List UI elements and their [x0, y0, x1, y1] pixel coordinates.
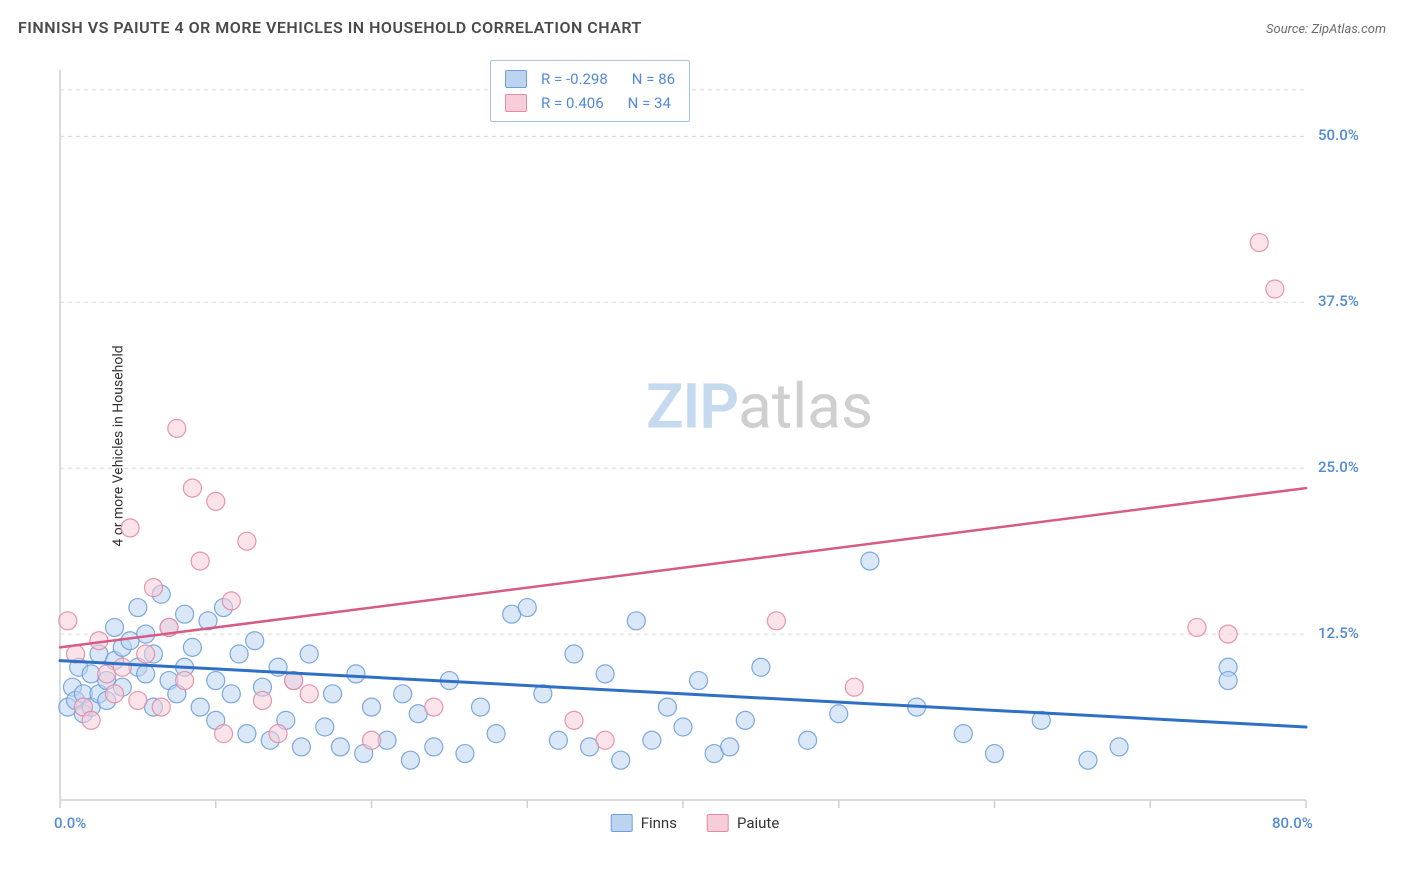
y-tick-label: 25.0% [1318, 458, 1359, 476]
x-tick-label: 80.0% [1272, 814, 1313, 832]
swatch-icon [505, 70, 527, 88]
chart-area: ZIPatlas R = -0.298 N = 86 R = 0.406 N =… [50, 60, 1340, 830]
legend-label: Finns [641, 814, 677, 832]
r-label: R [541, 94, 550, 112]
chart-title: FINNISH VS PAIUTE 4 OR MORE VEHICLES IN … [18, 18, 642, 37]
source-name: ZipAtlas.com [1311, 22, 1386, 37]
legend-label: Paiute [737, 814, 779, 832]
swatch-icon [707, 814, 729, 832]
n-label: N [632, 70, 643, 88]
legend-item: Paiute [707, 814, 779, 832]
r-label: R [541, 70, 550, 88]
legend-item: Finns [611, 814, 677, 832]
source-prefix: Source: [1266, 22, 1308, 37]
n-label: N [628, 94, 639, 112]
y-tick-label: 50.0% [1318, 126, 1359, 144]
legend-row: R = -0.298 N = 86 [505, 67, 675, 91]
r-value: 0.406 [566, 94, 604, 112]
n-value: 86 [658, 70, 675, 88]
y-tick-label: 37.5% [1318, 292, 1359, 310]
swatch-icon [611, 814, 633, 832]
r-value: -0.298 [566, 70, 608, 88]
n-value: 34 [654, 94, 671, 112]
swatch-icon [505, 94, 527, 112]
series-legend: Finns Paiute [611, 814, 780, 832]
scatter-plot [50, 60, 1340, 830]
x-tick-label: 0.0% [54, 814, 86, 832]
source-attribution: Source: ZipAtlas.com [1266, 22, 1386, 37]
legend-row: R = 0.406 N = 34 [505, 91, 675, 115]
y-tick-label: 12.5% [1318, 624, 1359, 642]
correlation-legend: R = -0.298 N = 86 R = 0.406 N = 34 [490, 60, 690, 122]
